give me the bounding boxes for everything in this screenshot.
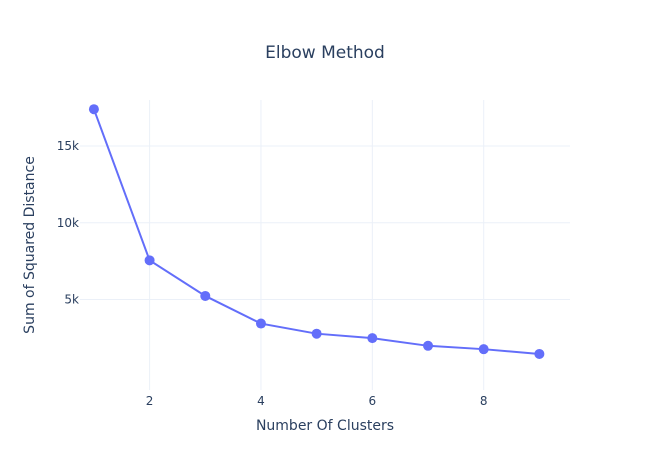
grid-lines (80, 100, 570, 390)
y-axis-title: Sum of Squared Distance (22, 156, 38, 334)
data-point (423, 340, 434, 351)
x-tick-label: 6 (369, 394, 377, 408)
data-point (367, 333, 378, 344)
data-point (255, 318, 266, 329)
y-tick-label: 5k (64, 292, 79, 306)
x-tick-label: 4 (257, 394, 265, 408)
data-point (88, 104, 99, 115)
y-tick-label: 15k (57, 139, 79, 153)
y-tick-label: 10k (57, 216, 79, 230)
chart-title: Elbow Method (265, 43, 385, 63)
tick-labels: 2 4 6 8 5k 10k 15k (57, 139, 488, 408)
data-point (144, 255, 155, 266)
series-layer (88, 104, 545, 359)
data-point (534, 348, 545, 359)
data-point (200, 290, 211, 301)
x-tick-label: 2 (146, 394, 154, 408)
x-axis-title: Number Of Clusters (256, 418, 394, 434)
x-tick-label: 8 (480, 394, 488, 408)
data-point (478, 344, 489, 355)
data-point (311, 328, 322, 339)
